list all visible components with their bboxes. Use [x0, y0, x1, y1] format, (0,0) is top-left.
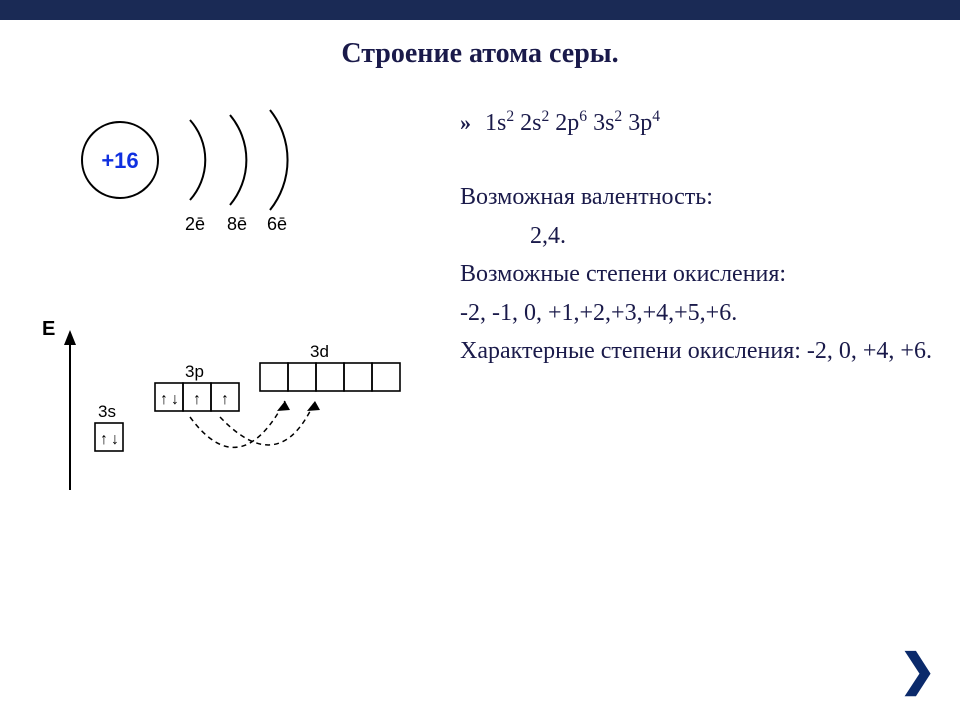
electron-formula-row: » 1s2 2s2 2p6 3s2 3p4	[460, 106, 940, 139]
oxidation-characteristic: Характерные степени окисления: -2, 0, +4…	[460, 335, 940, 367]
svg-text:↑: ↑	[193, 391, 201, 408]
valence-values: 2,4.	[460, 220, 940, 252]
svg-text:↓: ↓	[171, 391, 179, 408]
label-3s: 3s	[98, 402, 116, 421]
page-title: Строение атома серы.	[0, 38, 960, 70]
shell-label-2: 8ē	[227, 214, 247, 234]
svg-text:↑: ↑	[100, 431, 108, 448]
electron-formula: 1s2 2s2 2p6 3s2 3p4	[485, 106, 660, 139]
valence-label: Возможная валентность:	[460, 181, 940, 213]
sublevel-3p: 3p ↑↓↑↑	[155, 362, 239, 411]
right-column: » 1s2 2s2 2p6 3s2 3p4 Возможная валентно…	[460, 100, 960, 550]
content-row: +16 2ē 8ē 6ē E 3d 3p ↑↓↑↑	[0, 100, 960, 550]
shell-diagram: +16 2ē 8ē 6ē	[30, 100, 390, 270]
arrowhead-1-icon	[277, 401, 290, 411]
nucleus-label: +16	[101, 148, 138, 173]
bullet-icon: »	[460, 108, 471, 138]
label-3p: 3p	[185, 362, 204, 381]
label-3d: 3d	[310, 342, 329, 361]
svg-text:↑: ↑	[160, 391, 168, 408]
shell-label-1: 2ē	[185, 214, 205, 234]
oxidation-possible-label: Возможные степени окисления:	[460, 258, 940, 290]
sublevel-3s: 3s ↑↓	[95, 402, 123, 451]
promotion-path-2	[220, 401, 315, 445]
orbital-diagram: E 3d 3p ↑↓↑↑ 3s ↑↓	[30, 315, 430, 545]
arrowhead-2-icon	[307, 401, 320, 411]
energy-axis-label: E	[42, 318, 55, 340]
left-column: +16 2ē 8ē 6ē E 3d 3p ↑↓↑↑	[0, 100, 460, 550]
next-button[interactable]: ❯	[899, 645, 936, 696]
promotion-path-1	[190, 401, 285, 447]
oxidation-possible-values: -2, -1, 0, +1,+2,+3,+4,+5,+6.	[460, 297, 940, 329]
sublevel-3d: 3d	[260, 342, 400, 391]
svg-text:↑: ↑	[221, 391, 229, 408]
top-bar	[0, 0, 960, 20]
svg-text:↓: ↓	[111, 431, 119, 448]
shell-label-3: 6ē	[267, 214, 287, 234]
